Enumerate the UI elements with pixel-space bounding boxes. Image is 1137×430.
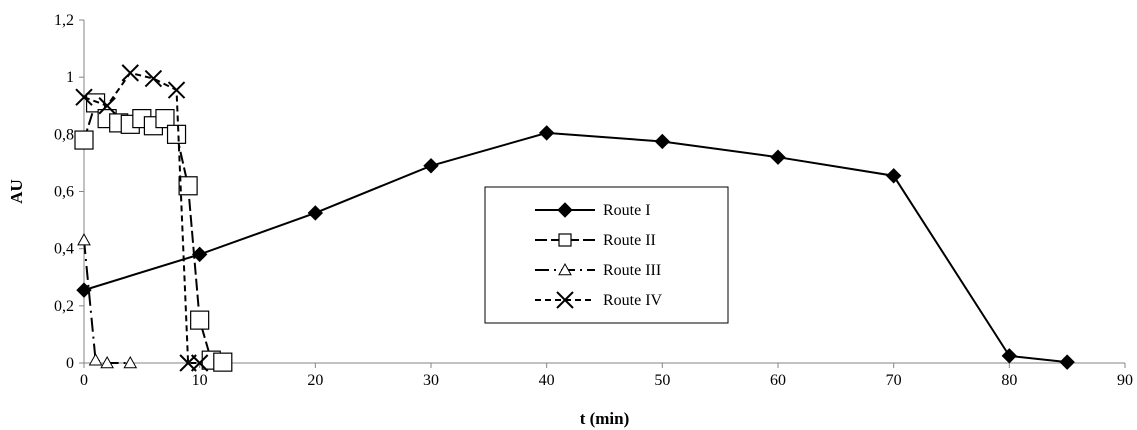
legend-entry: Route IV [535, 291, 663, 309]
legend-marker [558, 233, 572, 247]
y-tick-label: 0 [66, 355, 74, 372]
y-tick-label: 0,8 [54, 126, 74, 143]
x-tick-label: 30 [423, 372, 439, 389]
data-point [190, 310, 210, 330]
legend-entry: Route II [535, 232, 656, 249]
x-tick-label: 0 [80, 372, 88, 389]
x-tick-label: 50 [654, 372, 670, 389]
legend-entry: Route III [535, 262, 661, 279]
data-point [654, 133, 671, 150]
data-point [155, 109, 175, 129]
series-2 [74, 93, 233, 372]
data-point [123, 355, 138, 369]
y-axis-title: AU [7, 179, 26, 204]
x-tick-label: 20 [307, 372, 323, 389]
series-3 [77, 233, 138, 369]
y-tick-label: 0,6 [54, 184, 74, 201]
data-point [213, 352, 233, 372]
data-point [74, 130, 94, 150]
x-tick-label: 80 [1001, 372, 1017, 389]
legend-marker [557, 202, 573, 218]
data-point [77, 233, 91, 246]
data-point [88, 353, 103, 366]
legend-label: Route III [603, 262, 661, 279]
x-tick-label: 70 [886, 372, 902, 389]
data-point [75, 88, 93, 106]
data-point [98, 97, 116, 115]
data-point [1001, 348, 1018, 364]
data-point [100, 355, 114, 369]
x-tick-label: 40 [539, 372, 555, 389]
legend-label: Route I [603, 202, 651, 219]
data-point [166, 124, 187, 144]
series-1 [76, 125, 1075, 370]
data-point [538, 125, 555, 141]
legend-box [484, 186, 729, 324]
data-point [423, 158, 439, 174]
y-tick-label: 0,2 [54, 298, 74, 315]
series-4 [75, 64, 209, 372]
x-tick-label: 60 [770, 372, 786, 389]
y-tick-label: 1 [66, 69, 74, 86]
chart-axes: 0 10 20 30 40 50 60 70 80 90 0 0,2 0,4 0,6 0,8 1 1,2 [54, 12, 1133, 389]
data-point [1059, 354, 1075, 370]
legend-marker [558, 262, 572, 276]
series-line [83, 239, 131, 364]
legend-entry: Route I [535, 202, 651, 219]
x-tick-label: 10 [192, 372, 208, 389]
data-point [144, 69, 163, 88]
data-point [885, 168, 902, 184]
data-point [167, 81, 186, 99]
chart-legend: Route I Route II Route III Route IV [484, 186, 729, 324]
legend-label: Route II [603, 232, 656, 249]
y-tick-label: 1,2 [54, 12, 74, 29]
x-axis-title: t (min) [580, 409, 630, 428]
y-tick-label: 0,4 [54, 241, 74, 258]
series-line [83, 131, 1068, 364]
data-point [191, 246, 208, 263]
data-point [307, 205, 324, 221]
data-point [121, 64, 139, 82]
legend-label: Route IV [603, 292, 663, 309]
data-point [770, 149, 786, 165]
chart-series-layer [74, 64, 1075, 372]
x-tick-label: 90 [1117, 372, 1133, 389]
data-point [190, 354, 209, 372]
legend-marker [556, 291, 574, 309]
data-point [178, 176, 198, 196]
